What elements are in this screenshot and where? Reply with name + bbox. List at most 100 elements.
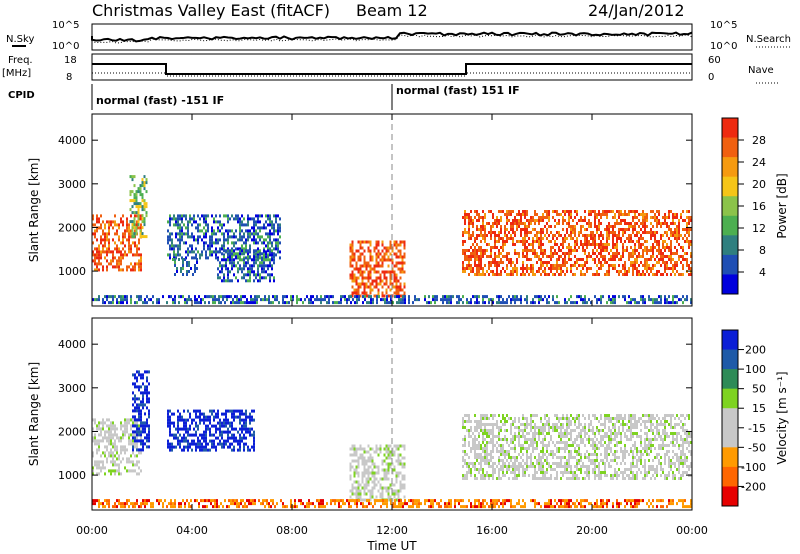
- heatmap-cell: [186, 264, 188, 267]
- heatmap-cell: [189, 220, 191, 224]
- heatmap-cell: [359, 240, 362, 244]
- heatmap-cell: [546, 298, 548, 302]
- heatmap-cell: [514, 471, 516, 474]
- heatmap-cell: [273, 258, 275, 262]
- heatmap-cell: [614, 234, 616, 237]
- heatmap-cell: [590, 301, 592, 305]
- heatmap-cell: [468, 249, 470, 252]
- heatmap-cell: [468, 456, 470, 459]
- heatmap-cell: [540, 261, 542, 264]
- heatmap-cell: [600, 222, 602, 225]
- heatmap-cell: [604, 249, 606, 252]
- heatmap-cell: [363, 447, 366, 451]
- heatmap-cell: [496, 219, 498, 222]
- heatmap-cell: [556, 295, 558, 299]
- heatmap-cell: [482, 267, 484, 270]
- heatmap-cell: [144, 436, 146, 440]
- heatmap-cell: [217, 229, 219, 233]
- heatmap-cell: [395, 498, 398, 502]
- heatmap-cell: [488, 453, 490, 456]
- heatmap-cell: [363, 249, 366, 253]
- heatmap-cell: [96, 427, 98, 431]
- heatmap-cell: [179, 226, 181, 230]
- heatmap-cell: [135, 196, 138, 200]
- heatmap-cell: [186, 298, 188, 302]
- heatmap-cell: [205, 253, 207, 257]
- heatmap-cell: [514, 456, 516, 459]
- heatmap-cell: [223, 253, 225, 257]
- heatmap-cell: [139, 235, 142, 239]
- heatmap-cell: [367, 459, 370, 463]
- heatmap-cell: [566, 210, 568, 213]
- heatmap-cell: [492, 222, 494, 225]
- heatmap-cell: [656, 216, 658, 219]
- heatmap-cell: [238, 298, 240, 302]
- heatmap-cell: [237, 439, 239, 443]
- heatmap-cell: [389, 483, 392, 487]
- heatmap-cell: [377, 453, 380, 457]
- heatmap-cell: [690, 216, 692, 219]
- heatmap-cell: [174, 298, 176, 302]
- heatmap-cell: [134, 241, 136, 245]
- heatmap-cell: [474, 441, 476, 444]
- heatmap-cell: [474, 450, 476, 453]
- heatmap-cell: [594, 252, 596, 255]
- freq-strip-frame: [91, 53, 693, 81]
- heatmap-cell: [512, 222, 514, 225]
- heatmap-cell: [468, 264, 470, 267]
- heatmap-cell: [674, 237, 676, 240]
- heatmap-cell: [235, 276, 237, 280]
- heatmap-cell: [512, 273, 514, 276]
- heatmap-cell: [584, 295, 586, 299]
- heatmap-cell: [644, 225, 646, 228]
- heatmap-cell: [630, 255, 632, 258]
- heatmap-cell: [209, 433, 211, 437]
- heatmap-cell: [678, 222, 680, 225]
- heatmap-cell: [201, 238, 203, 242]
- heatmap-cell: [126, 298, 128, 302]
- heatmap-cell: [688, 267, 690, 270]
- heatmap-cell: [130, 418, 132, 422]
- heatmap-cell: [237, 409, 239, 413]
- heatmap-cell: [526, 225, 528, 228]
- heatmap-cell: [468, 228, 470, 231]
- heatmap-cell: [227, 241, 229, 245]
- heatmap-cell: [582, 298, 584, 302]
- heatmap-cell: [486, 243, 488, 246]
- heatmap-cell: [197, 427, 199, 431]
- heatmap-cell: [556, 471, 558, 474]
- heatmap-cell: [520, 240, 522, 243]
- heatmap-cell: [197, 424, 199, 428]
- heatmap-cell: [612, 264, 614, 267]
- heatmap-cell: [239, 258, 241, 262]
- heatmap-cell: [169, 448, 171, 452]
- heatmap-cell: [530, 417, 532, 420]
- heatmap-cell: [351, 240, 354, 244]
- heatmap-cell: [148, 430, 150, 434]
- heatmap-cell: [474, 447, 476, 450]
- heatmap-cell: [522, 435, 524, 438]
- heatmap-cell: [594, 261, 596, 264]
- heatmap-cell: [468, 462, 470, 465]
- heatmap-cell: [138, 418, 140, 422]
- heatmap-cell: [197, 238, 199, 242]
- heatmap-cell: [548, 423, 550, 426]
- heatmap-cell: [241, 439, 243, 443]
- heatmap-cell: [484, 423, 486, 426]
- heatmap-cell: [255, 273, 257, 277]
- heatmap-cell: [173, 445, 175, 449]
- heatmap-cell: [462, 477, 464, 480]
- heatmap-cell: [399, 255, 402, 259]
- heatmap-cell: [494, 273, 496, 276]
- heatmap-cell: [526, 456, 528, 459]
- heatmap-cell: [169, 247, 171, 251]
- heatmap-cell: [516, 213, 518, 216]
- heatmap-cell: [122, 232, 124, 236]
- heatmap-cell: [484, 295, 486, 299]
- heatmap-cell: [534, 222, 536, 225]
- heatmap-cell: [524, 267, 526, 270]
- heatmap-cell: [243, 418, 245, 422]
- heatmap-cell: [367, 279, 370, 283]
- heatmap-cell: [120, 262, 122, 266]
- heatmap-cell: [488, 298, 490, 302]
